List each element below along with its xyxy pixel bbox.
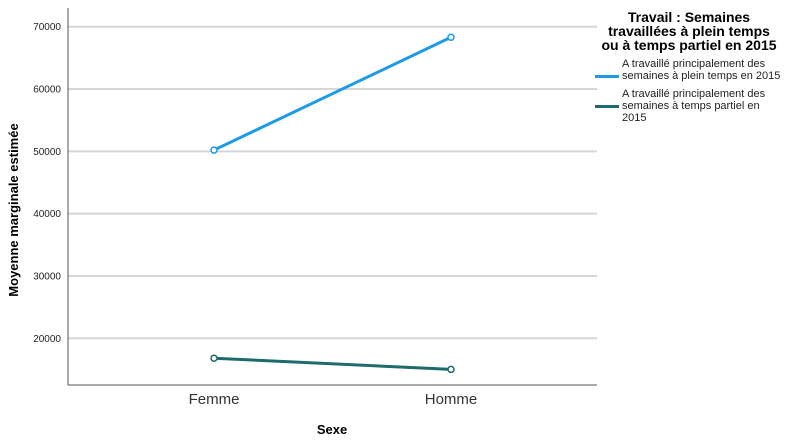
x-tick-label: Femme (189, 391, 240, 408)
legend-item-full-time: A travaillé principalement des semaines … (593, 58, 782, 82)
axes (67, 8, 597, 386)
data-point (447, 33, 455, 42)
series-line (213, 356, 452, 371)
data-point (447, 365, 455, 374)
legend-item-part-time: A travaillé principalement des semaines … (593, 88, 782, 124)
y-tick-label: 60000 (33, 85, 61, 96)
y-axis-title: Moyenne marginale estimée (6, 123, 21, 296)
legend-title: Travail : Semaines travaillées à plein t… (601, 9, 777, 53)
series-line (213, 35, 452, 152)
x-tick-labels: Femme Homme (189, 391, 478, 408)
x-tick-label: Homme (425, 391, 478, 408)
data-point (210, 146, 218, 154)
legend: Travail : Semaines travaillées à plein t… (593, 10, 785, 124)
legend-swatch-part-time (595, 105, 619, 108)
y-tick-label: 30000 (33, 271, 61, 282)
data-point (210, 354, 218, 362)
y-tick-label: 70000 (33, 22, 61, 33)
y-tick-label: 40000 (33, 209, 61, 220)
y-tick-labels: 20000 30000 40000 50000 60000 70000 (33, 22, 61, 345)
y-tick-label: 20000 (33, 334, 61, 345)
y-tick-label: 50000 (33, 147, 61, 158)
legend-swatch-full-time (595, 75, 619, 78)
series-lines (210, 33, 455, 374)
gridlines (68, 25, 597, 340)
legend-label-full-time: A travaillé principalement des semaines … (622, 58, 781, 82)
legend-label-part-time: A travaillé principalement des semaines … (622, 88, 766, 124)
x-axis-title: Sexe (317, 422, 347, 437)
